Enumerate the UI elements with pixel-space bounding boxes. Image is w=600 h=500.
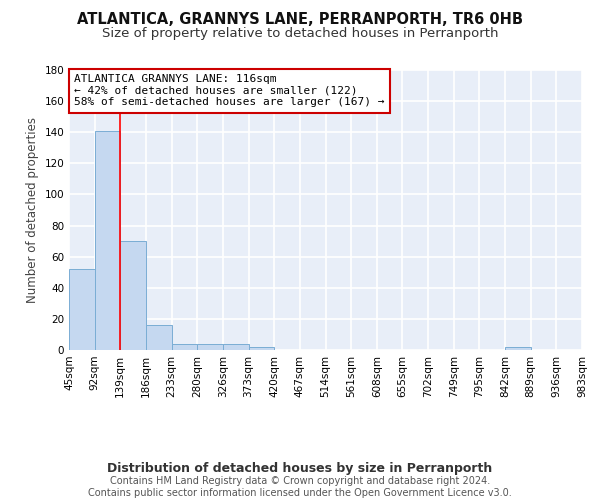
Text: Distribution of detached houses by size in Perranporth: Distribution of detached houses by size … [107,462,493,475]
Bar [95,130,121,350]
Text: ATLANTICA, GRANNYS LANE, PERRANPORTH, TR6 0HB: ATLANTICA, GRANNYS LANE, PERRANPORTH, TR… [77,12,523,28]
Bar [121,241,146,350]
Text: Size of property relative to detached houses in Perranporth: Size of property relative to detached ho… [102,28,498,40]
Y-axis label: Number of detached properties: Number of detached properties [26,117,39,303]
Bar [505,347,531,350]
Text: Contains HM Land Registry data © Crown copyright and database right 2024.
Contai: Contains HM Land Registry data © Crown c… [88,476,512,498]
Bar [197,344,223,350]
Bar [172,344,197,350]
Text: ATLANTICA GRANNYS LANE: 116sqm
← 42% of detached houses are smaller (122)
58% of: ATLANTICA GRANNYS LANE: 116sqm ← 42% of … [74,74,385,108]
Bar [146,325,172,350]
Bar [69,269,95,350]
Bar [248,347,274,350]
Bar [223,344,248,350]
